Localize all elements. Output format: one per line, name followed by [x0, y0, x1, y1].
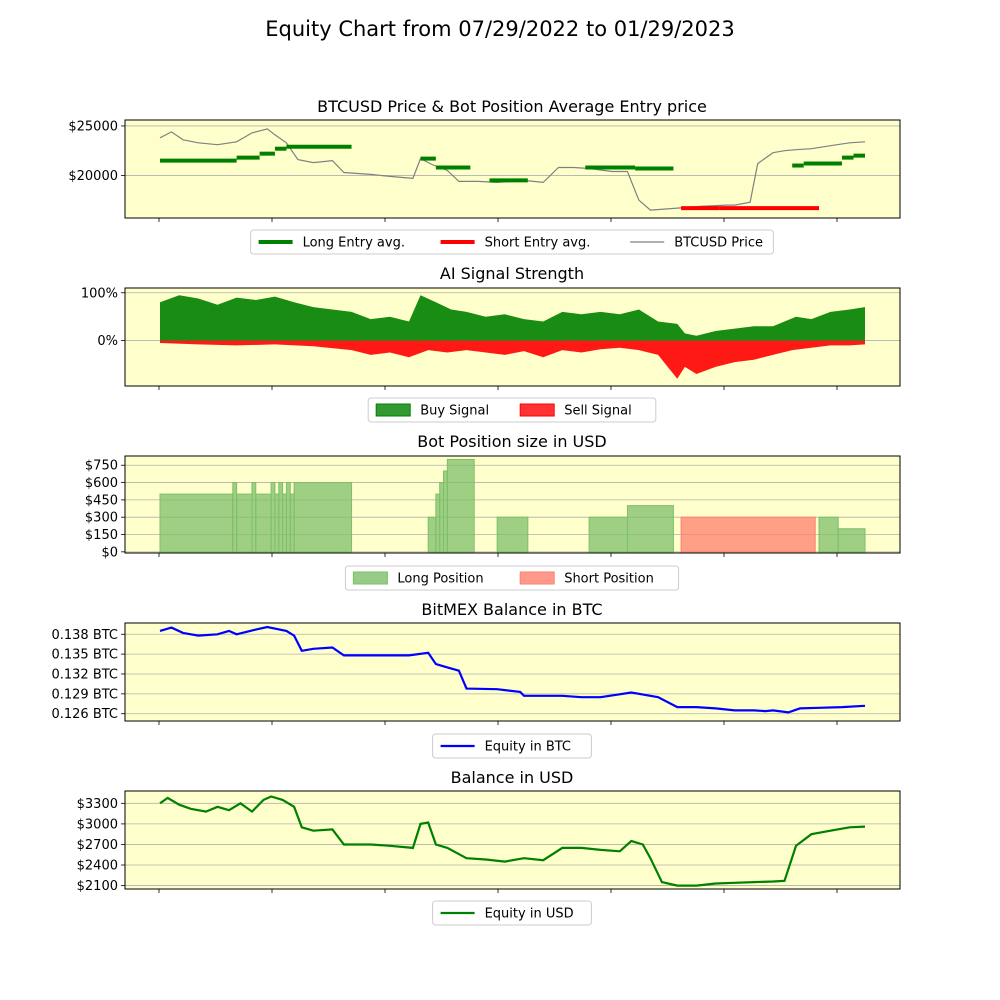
plot-frame — [124, 455, 901, 554]
long-position-step — [446, 458, 475, 553]
legend: Equity in USD — [432, 900, 592, 926]
legend-label: Long Position — [397, 572, 483, 587]
legend-label: Buy Signal — [420, 404, 489, 419]
plot-area — [125, 791, 900, 889]
long-position-step — [837, 528, 866, 553]
long-position-step — [818, 516, 839, 553]
panel-btc_balance: 0.126 BTC 0.129 BTC 0.132 BTC 0.135 BTC 0.13… — [51, 600, 901, 759]
panel-price: $20000 $25000 BTCUSD Price & Bot Position … — [68, 97, 901, 255]
plot-body — [159, 458, 866, 553]
legend-box — [432, 900, 592, 926]
chart-panels: $20000 $25000 BTCUSD Price & Bot Position … — [51, 97, 901, 926]
y-tick-label: $300 — [85, 511, 118, 526]
long-position-step — [443, 470, 448, 553]
short-position-step — [680, 516, 816, 553]
plot-body — [159, 128, 866, 211]
y-tick-label: $20000 — [68, 169, 118, 184]
y-tick-label: $600 — [85, 476, 118, 491]
legend: Long Entry avg. Short Entry avg. BTCUSD Pr… — [250, 229, 774, 255]
long-position-step — [496, 516, 529, 553]
legend-handle — [352, 571, 388, 585]
y-tick-label: $2100 — [77, 879, 118, 894]
panel-usd_balance: $2100 $2400 $2700 $3000 $3300 Balance in USD E… — [77, 768, 901, 926]
long-position-step — [274, 493, 280, 553]
panel-title: BTCUSD Price & Bot Position Average Entr… — [317, 97, 707, 116]
plot-body — [159, 795, 866, 887]
long-position-step — [285, 482, 291, 553]
y-tick-label: $3000 — [77, 817, 118, 832]
legend: Long Position Short Position — [344, 565, 680, 591]
series-btcusd-price — [159, 128, 866, 211]
long-position-step — [289, 493, 295, 553]
y-tick-label: 0.132 BTC — [51, 667, 118, 682]
plot-frame — [124, 119, 901, 219]
plot-area — [125, 623, 900, 721]
plot-frame — [124, 287, 901, 387]
long-position-step — [282, 493, 287, 553]
plot-body — [159, 625, 866, 714]
y-tick-label: 0.129 BTC — [51, 687, 118, 702]
panel-title: Balance in USD — [451, 768, 574, 787]
legend-box — [250, 229, 774, 255]
y-tick-label: 100% — [81, 286, 118, 301]
y-tick-label: 0.126 BTC — [51, 707, 118, 722]
sell-signal-area — [160, 340, 865, 379]
long-position-step — [278, 482, 284, 553]
long-position-step — [427, 516, 437, 553]
legend-label: Short Entry avg. — [485, 236, 591, 251]
legend-label: BTCUSD Price — [674, 236, 763, 251]
long-position-step — [293, 482, 353, 553]
legend-handle — [519, 403, 555, 417]
long-position-step — [435, 493, 441, 553]
legend-box — [367, 397, 657, 423]
long-position-step — [588, 516, 628, 553]
plot-area — [125, 120, 900, 218]
legend-handle — [375, 403, 411, 417]
legend-label: Sell Signal — [564, 404, 632, 419]
y-tick-label: $150 — [85, 528, 118, 543]
legend: Equity in BTC — [432, 733, 592, 759]
panel-position: $0 $150 $300 $450 $600 $750 Bot Position size … — [85, 432, 901, 591]
panel-signal: 0% 100% AI Signal Strength Buy Signal Sell S… — [81, 264, 901, 423]
y-tick-label: 0.138 BTC — [51, 628, 118, 643]
y-tick-label: $25000 — [68, 119, 118, 134]
y-tick-label: $3300 — [77, 797, 118, 812]
panel-title: Bot Position size in USD — [417, 432, 606, 451]
y-tick-label: 0.135 BTC — [51, 648, 118, 663]
legend-label: Equity in USD — [485, 907, 574, 922]
y-tick-label: 0% — [97, 334, 118, 349]
plot-frame — [124, 622, 901, 722]
series-equity-usd — [159, 795, 866, 887]
long-position-step — [255, 493, 272, 553]
long-position-step — [159, 493, 234, 553]
y-tick-label: $0 — [101, 545, 118, 560]
y-tick-label: $2700 — [77, 838, 118, 853]
legend-box — [344, 565, 680, 591]
long-position-step — [439, 482, 445, 553]
legend-label: Equity in BTC — [485, 740, 571, 755]
legend: Buy Signal Sell Signal — [367, 397, 657, 423]
long-position-step — [232, 482, 238, 553]
y-tick-label: $2400 — [77, 859, 118, 874]
buy-signal-area — [160, 295, 865, 341]
legend-label: Long Entry avg. — [303, 236, 405, 251]
y-tick-label: $750 — [85, 459, 118, 474]
legend-box — [432, 733, 592, 759]
y-tick-label: $450 — [85, 493, 118, 508]
long-position-step — [626, 505, 674, 553]
figure-title: Equity Chart from 07/29/2022 to 01/29/20… — [265, 17, 735, 41]
legend-label: Short Position — [564, 572, 654, 587]
plot-frame — [124, 790, 901, 890]
long-position-step — [236, 493, 253, 553]
panel-title: AI Signal Strength — [440, 264, 584, 283]
long-position-step — [270, 482, 276, 553]
panel-title: BitMEX Balance in BTC — [421, 600, 602, 619]
plot-body — [160, 295, 865, 379]
series-equity-btc — [159, 625, 866, 714]
long-position-step — [251, 482, 257, 553]
legend-handle — [519, 571, 555, 585]
